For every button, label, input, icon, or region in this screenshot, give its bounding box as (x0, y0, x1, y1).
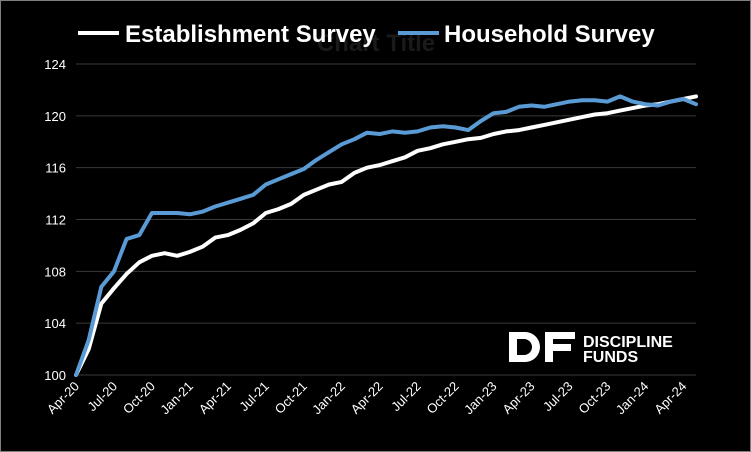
x-tick-label: Jul-20 (84, 379, 120, 415)
y-tick-label: 112 (45, 213, 66, 228)
df-logo-mark (509, 332, 575, 362)
series-line-establishment (74, 94, 698, 377)
x-tick-label: Apr-21 (196, 379, 234, 417)
x-tick-label: Jan-24 (613, 379, 652, 418)
y-axis: 100 104 108 112 116 120 124 (44, 57, 66, 383)
x-tick-label: Oct-22 (424, 379, 462, 417)
logo-text-line1: DISCIPLINE (583, 334, 673, 351)
x-tick-label: Apr-23 (499, 379, 537, 417)
y-tick-label: 100 (44, 368, 66, 383)
y-tick-label: 104 (44, 316, 66, 331)
x-tick-label: Jul-21 (236, 379, 272, 415)
x-tick-label: Jan-23 (461, 379, 500, 418)
x-tick-label: Jan-21 (157, 379, 196, 418)
y-tick-label: 116 (45, 161, 66, 176)
gridlines (76, 63, 696, 376)
x-tick-label: Jul-23 (540, 379, 576, 415)
y-tick-label: 124 (44, 57, 66, 72)
series-line-household (74, 94, 698, 377)
x-tick-label: Oct-23 (575, 379, 613, 417)
y-tick-label: 108 (44, 264, 66, 279)
logo-text-line2: FUNDS (583, 349, 638, 366)
legend-label-establishment: Establishment Survey (125, 21, 376, 48)
y-tick-label: 120 (44, 109, 66, 124)
series-lines (74, 94, 698, 377)
discipline-funds-logo: DISCIPLINE FUNDS (509, 332, 673, 366)
x-axis: Apr-20 Jul-20 Oct-20 Jan-21 Apr-21 Jul-21 Oct-… (44, 379, 690, 418)
x-tick-label: Jan-22 (309, 379, 348, 418)
x-tick-label: Oct-20 (120, 379, 158, 417)
x-tick-label: Jul-22 (388, 379, 424, 415)
x-tick-label: Apr-22 (348, 379, 386, 417)
legend: Establishment Survey Household Survey (78, 21, 655, 48)
x-tick-label: Apr-24 (651, 379, 689, 417)
x-tick-label: Apr-20 (44, 379, 82, 417)
x-tick-label: Oct-21 (272, 379, 310, 417)
legend-label-household: Household Survey (444, 21, 655, 48)
